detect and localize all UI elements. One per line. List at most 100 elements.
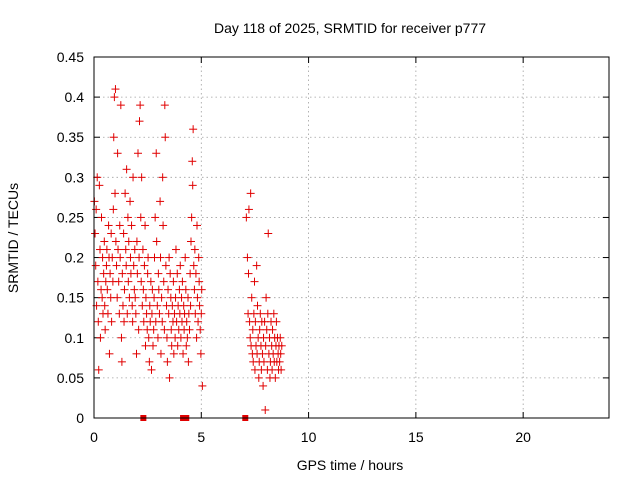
data-point (155, 309, 164, 318)
grid-lines (94, 57, 609, 418)
data-point (154, 269, 163, 278)
data-point (156, 349, 165, 358)
data-point (135, 117, 144, 126)
data-point (160, 325, 169, 334)
y-tick-label: 0.2 (65, 250, 85, 266)
data-point (190, 245, 199, 254)
data-point (111, 237, 120, 246)
x-tick-label: 20 (515, 429, 531, 445)
data-point (173, 269, 182, 278)
data-point (129, 261, 138, 270)
data-point (186, 237, 195, 246)
data-point (156, 253, 165, 262)
data-point (158, 173, 167, 182)
data-point (179, 301, 188, 310)
y-tick-label: 0.35 (57, 129, 84, 145)
data-point (97, 213, 106, 222)
data-point (106, 269, 115, 278)
data-point (165, 373, 174, 382)
data-point (114, 277, 123, 286)
data-point (141, 221, 150, 230)
data-point (261, 405, 270, 414)
data-point (149, 341, 158, 350)
data-point (137, 277, 146, 286)
data-point (143, 269, 152, 278)
data-point (107, 229, 116, 238)
data-point (124, 277, 133, 286)
data-point (254, 373, 263, 382)
x-tick-label: 15 (408, 429, 424, 445)
data-point (103, 309, 112, 318)
data-point (181, 285, 190, 294)
data-point (133, 149, 142, 158)
data-point (159, 221, 168, 230)
data-point (102, 245, 111, 254)
data-point (117, 333, 126, 342)
data-point (271, 373, 280, 382)
data-point (178, 277, 187, 286)
data-point (195, 301, 204, 310)
data-point (277, 365, 286, 374)
data-point (193, 293, 202, 302)
data-point (252, 261, 261, 270)
data-point (126, 253, 135, 262)
data-point (115, 309, 124, 318)
data-point (91, 229, 100, 238)
data-point (149, 325, 158, 334)
data-point (160, 101, 169, 110)
data-point (156, 197, 165, 206)
data-point (113, 293, 122, 302)
data-point (151, 213, 160, 222)
data-point (137, 173, 146, 182)
data-point (131, 309, 140, 318)
data-point (120, 317, 129, 326)
data-point (120, 285, 129, 294)
data-point (119, 229, 128, 238)
data-point (138, 245, 147, 254)
y-axis-label: SRMTID / TECUs (5, 183, 21, 293)
data-point (126, 197, 135, 206)
data-point (139, 285, 148, 294)
data-point (150, 293, 159, 302)
data-point (169, 277, 178, 286)
data-point (94, 365, 103, 374)
y-tick-label: 0.1 (65, 330, 85, 346)
data-point (196, 325, 205, 334)
data-point (153, 301, 162, 310)
data-point (186, 301, 195, 310)
data-point (269, 309, 278, 318)
data-point (176, 261, 185, 270)
data-point (115, 221, 124, 230)
data-point (256, 309, 265, 318)
data-point (161, 133, 170, 142)
data-point (276, 349, 285, 358)
data-point (197, 309, 206, 318)
data-point (112, 261, 121, 270)
y-tick-label: 0.45 (57, 49, 84, 65)
data-point (275, 357, 284, 366)
x-tick-label: 10 (301, 429, 317, 445)
data-point (130, 245, 139, 254)
data-point (242, 213, 251, 222)
data-point (116, 253, 125, 262)
data-point (264, 229, 273, 238)
data-point (114, 245, 123, 254)
data-point (124, 237, 133, 246)
data-point (122, 261, 131, 270)
data-point (181, 253, 190, 262)
data-point (145, 357, 154, 366)
data-point (92, 205, 101, 214)
data-point (164, 285, 173, 294)
data-point (194, 253, 203, 262)
x-tick-label: 0 (90, 429, 98, 445)
data-point (105, 349, 114, 358)
y-tick-label: 0.3 (65, 169, 85, 185)
data-point (111, 85, 120, 94)
data-point (166, 269, 175, 278)
data-point (144, 333, 153, 342)
data-point (98, 293, 107, 302)
data-point (161, 261, 170, 270)
data-point (145, 301, 154, 310)
data-point (246, 333, 255, 342)
